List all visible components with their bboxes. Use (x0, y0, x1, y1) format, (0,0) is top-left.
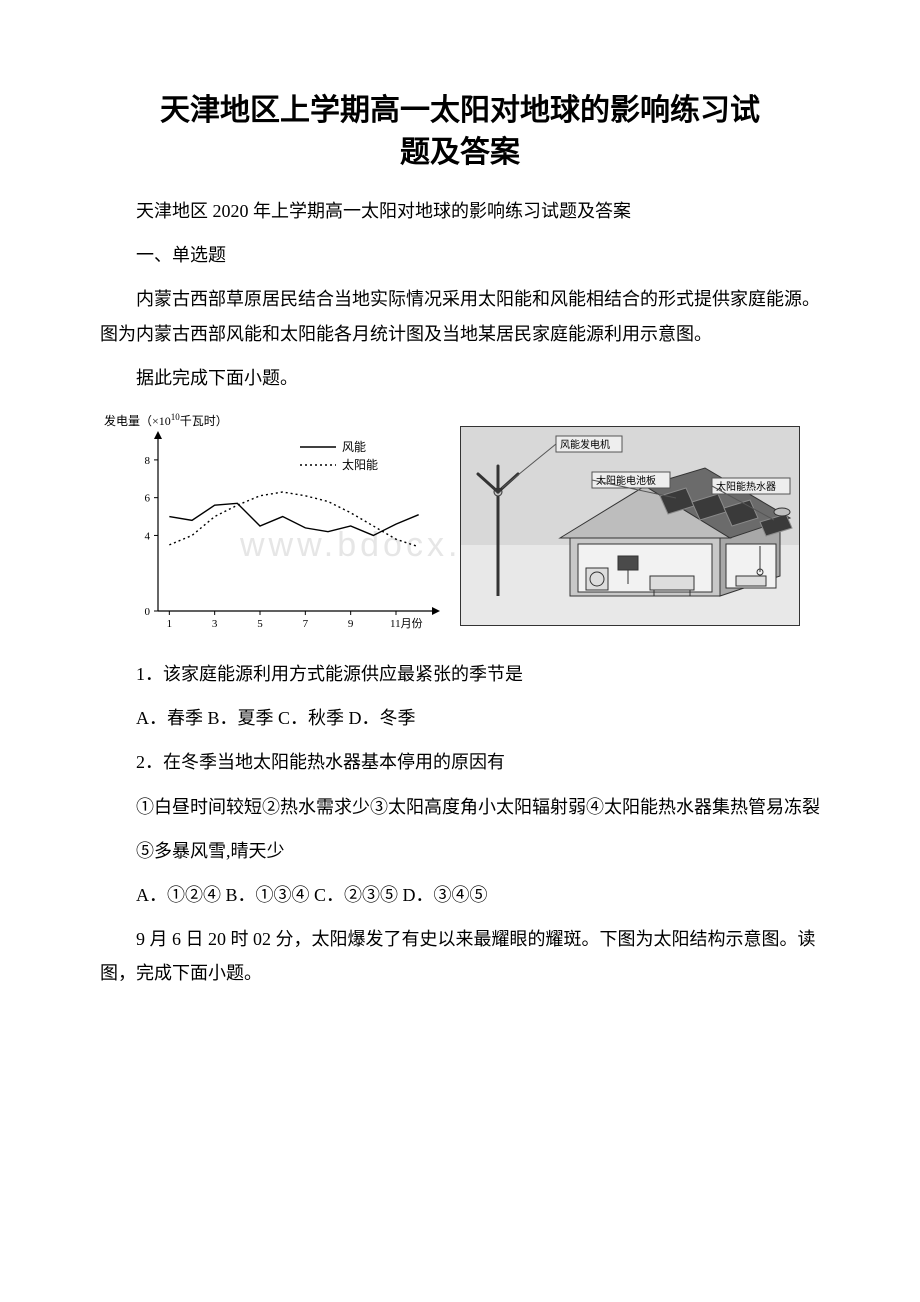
question-2-items: ①白昼时间较短②热水需求少③太阳高度角小太阳辐射弱④太阳能热水器集热管易冻裂 (100, 790, 820, 824)
svg-text:5: 5 (257, 618, 263, 630)
svg-text:太阳能: 太阳能 (342, 457, 378, 472)
svg-text:8: 8 (145, 455, 151, 467)
figure-row: www.bdocx.c 发电量（×1010千瓦时）04681357911月份风能… (100, 411, 820, 641)
svg-text:太阳能电池板: 太阳能电池板 (596, 474, 656, 487)
line-chart: 发电量（×1010千瓦时） 0 4 6 8 1 3 5 7 9 11月份 风能太阳能 (100, 411, 440, 641)
svg-text:太阳能热水器: 太阳能热水器 (716, 480, 776, 493)
house-diagram: 风能发电机太阳能电池板 太阳能热水器 (460, 426, 800, 626)
passage-intro-2: 据此完成下面小题。 (100, 361, 820, 395)
svg-text:6: 6 (145, 493, 151, 505)
svg-text:11月份: 11月份 (390, 617, 423, 630)
question-2: 2．在冬季当地太阳能热水器基本停用的原因有 (100, 745, 820, 779)
svg-text:9: 9 (348, 618, 354, 630)
subtitle: 天津地区 2020 年上学期高一太阳对地球的影响练习试题及答案 (100, 194, 820, 228)
section-heading: 一、单选题 (100, 238, 820, 272)
svg-text:3: 3 (212, 618, 218, 630)
question-2-options: A．①②④ B．①③④ C．②③⑤ D．③④⑤ (100, 878, 820, 912)
passage-intro-1: 内蒙古西部草原居民结合当地实际情况采用太阳能和风能相结合的形式提供家庭能源。图为… (100, 282, 820, 350)
svg-text:发电量（×1010千瓦时）: 发电量（×1010千瓦时） (104, 412, 228, 428)
title-line2: 题及答案 (400, 136, 520, 169)
question-3-intro: 9 月 6 日 20 时 02 分，太阳爆发了有史以来最耀眼的耀斑。下图为太阳结… (100, 922, 820, 990)
page-title: 天津地区上学期高一太阳对地球的影响练习试 题及答案 (100, 90, 820, 174)
svg-text:1: 1 (167, 618, 173, 630)
svg-text:0: 0 (145, 606, 151, 618)
svg-text:风能发电机: 风能发电机 (560, 438, 610, 451)
question-1-options: A．春季 B．夏季 C．秋季 D．冬季 (100, 701, 820, 735)
svg-text:风能: 风能 (342, 440, 366, 454)
svg-text:4: 4 (145, 530, 151, 542)
svg-text:7: 7 (303, 618, 309, 630)
question-1: 1．该家庭能源利用方式能源供应最紧张的季节是 (100, 657, 820, 691)
question-2-item5: ⑤多暴风雪,晴天少 (100, 834, 820, 868)
title-line1: 天津地区上学期高一太阳对地球的影响练习试 (160, 94, 760, 127)
